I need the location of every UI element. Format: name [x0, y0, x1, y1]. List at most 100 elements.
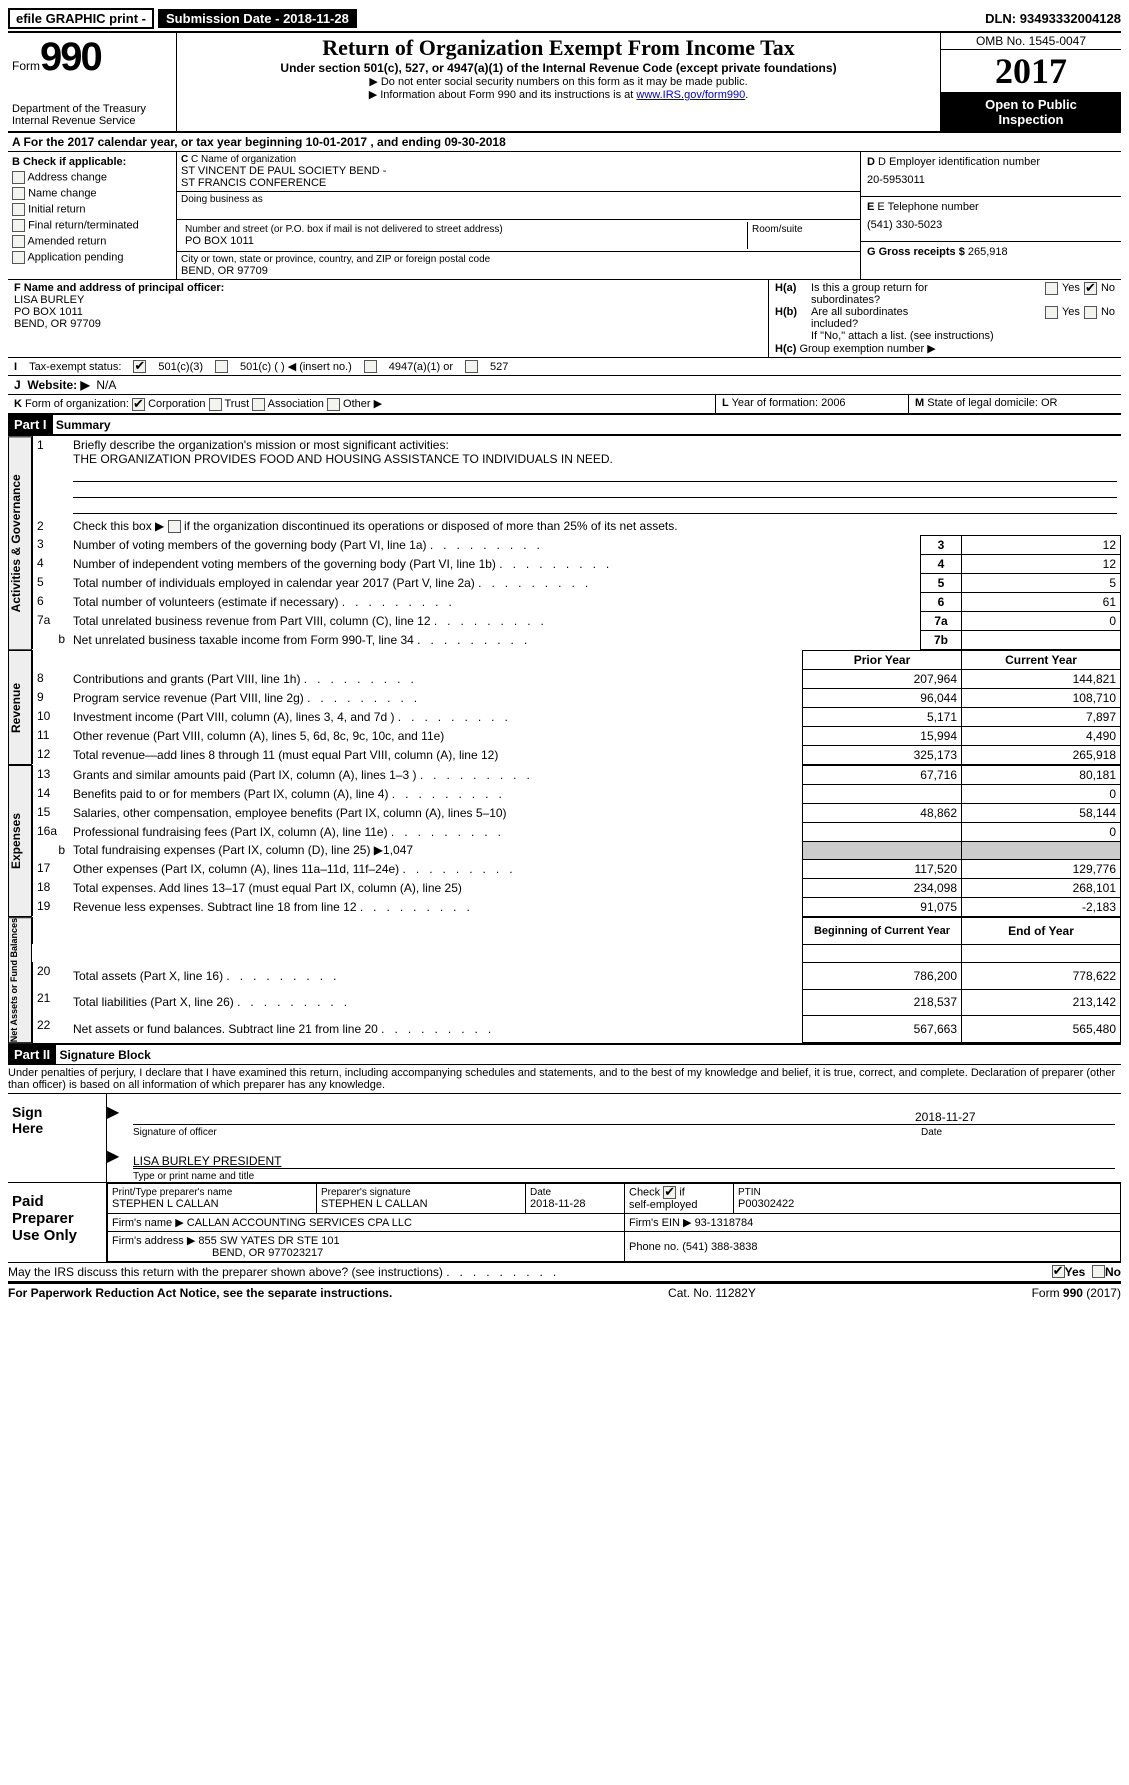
val-9-prior: 96,044 — [803, 688, 962, 707]
cb-ha-no[interactable] — [1084, 282, 1097, 295]
val-14-prior — [803, 784, 962, 803]
cb-ha-yes[interactable] — [1045, 282, 1058, 295]
omb-number: OMB No. 1545-0047 — [941, 33, 1121, 50]
irs-link[interactable]: www.IRS.gov/form990 — [636, 89, 745, 101]
cb-hb-no[interactable] — [1084, 306, 1097, 319]
val-7a: 0 — [962, 611, 1121, 630]
officer-name: LISA BURLEY — [14, 294, 762, 306]
shaded-16b-curr — [962, 841, 1121, 859]
val-15-prior: 48,862 — [803, 803, 962, 822]
header-grid: B Check if applicable: Address change Na… — [8, 152, 1121, 280]
val-16a-curr: 0 — [962, 822, 1121, 841]
ssn-warning: ▶ Do not enter social security numbers o… — [183, 75, 934, 88]
tax-status-row: I Tax-exempt status: 501(c)(3) 501(c) ( … — [8, 358, 1121, 376]
val-11-prior: 15,994 — [803, 726, 962, 745]
val-9-curr: 108,710 — [962, 688, 1121, 707]
discuss-row: May the IRS discuss this return with the… — [8, 1263, 1121, 1283]
cb-discontinued[interactable] — [168, 520, 181, 533]
cb-application-pending[interactable] — [12, 251, 25, 264]
val-17-curr: 129,776 — [962, 859, 1121, 878]
preparer-sig: STEPHEN L CALLAN — [321, 1198, 521, 1210]
preparer-row: Paid Preparer Use Only Print/Type prepar… — [8, 1183, 1121, 1263]
open-to-public: Open to Public Inspection — [941, 93, 1121, 131]
cb-hb-yes[interactable] — [1045, 306, 1058, 319]
val-6: 61 — [962, 592, 1121, 611]
preparer-name: STEPHEN L CALLAN — [112, 1198, 312, 1210]
val-19-curr: -2,183 — [962, 897, 1121, 916]
val-10-curr: 7,897 — [962, 707, 1121, 726]
cb-4947[interactable] — [364, 360, 377, 373]
val-4: 12 — [962, 554, 1121, 573]
val-10-prior: 5,171 — [803, 707, 962, 726]
val-11-curr: 4,490 — [962, 726, 1121, 745]
col-c-org-info: C C Name of organization ST VINCENT DE P… — [177, 152, 861, 279]
form-subtitle: Under section 501(c), 527, or 4947(a)(1)… — [183, 61, 934, 75]
submission-date-button[interactable]: Submission Date - 2018-11-28 — [158, 9, 357, 28]
cb-other[interactable] — [327, 398, 340, 411]
form-number: Form 990 — [12, 35, 172, 80]
val-18-curr: 268,101 — [962, 878, 1121, 897]
side-activities: Activities & Governance — [8, 436, 32, 650]
dln: DLN: 93493332004128 — [985, 11, 1121, 26]
website-value: N/A — [96, 378, 116, 392]
state-domicile: OR — [1041, 397, 1058, 409]
dept-treasury: Department of the Treasury Internal Reve… — [12, 103, 172, 127]
cb-initial-return[interactable] — [12, 203, 25, 216]
shaded-16b-prior — [803, 841, 962, 859]
val-14-curr: 0 — [962, 784, 1121, 803]
val-21-end: 213,142 — [962, 989, 1121, 1016]
sign-here-row: Sign Here ▶ 2018-11-27 Signature of offi… — [8, 1094, 1121, 1183]
cb-amended[interactable] — [12, 235, 25, 248]
side-netassets: Net Assets or Fund Balances — [8, 917, 32, 1043]
revenue-section: Revenue Prior YearCurrent Year 8Contribu… — [8, 650, 1121, 765]
cb-527[interactable] — [465, 360, 478, 373]
val-15-curr: 58,144 — [962, 803, 1121, 822]
side-revenue: Revenue — [8, 650, 32, 765]
form-title: Return of Organization Exempt From Incom… — [183, 35, 934, 61]
val-7b — [962, 630, 1121, 649]
officer-print-name: LISA BURLEY PRESIDENT — [133, 1154, 282, 1168]
efile-button[interactable]: efile GRAPHIC print - — [8, 8, 154, 29]
cb-self-employed[interactable] — [663, 1186, 676, 1199]
top-bar: efile GRAPHIC print - Submission Date - … — [8, 8, 1121, 29]
firm-name: CALLAN ACCOUNTING SERVICES CPA LLC — [187, 1217, 412, 1229]
sign-date: 2018-11-27 — [915, 1110, 1115, 1124]
cb-501c3[interactable] — [133, 360, 146, 373]
cb-name-change[interactable] — [12, 187, 25, 200]
firm-addr1: 855 SW YATES DR STE 101 — [198, 1235, 339, 1247]
ein-value: 20-5953011 — [867, 168, 1115, 192]
col-b-checkboxes: B Check if applicable: Address change Na… — [8, 152, 177, 279]
org-address: PO BOX 1011 — [185, 235, 743, 247]
h-section: H(a) Is this a group return for subordin… — [769, 280, 1121, 357]
val-20-beg: 786,200 — [803, 962, 962, 989]
firm-ein: 93-1318784 — [695, 1217, 754, 1229]
footer: For Paperwork Reduction Act Notice, see … — [8, 1283, 1121, 1300]
val-12-curr: 265,918 — [962, 745, 1121, 764]
ptin: P00302422 — [738, 1198, 1116, 1210]
preparer-date: 2018-11-28 — [530, 1198, 620, 1210]
val-22-end: 565,480 — [962, 1016, 1121, 1043]
val-18-prior: 234,098 — [803, 878, 962, 897]
gross-receipts: 265,918 — [968, 246, 1008, 258]
cb-address-change[interactable] — [12, 171, 25, 184]
cb-discuss-yes[interactable] — [1052, 1265, 1065, 1278]
tax-year: 2017 — [941, 50, 1121, 93]
officer-h-row: F Name and address of principal officer:… — [8, 280, 1121, 358]
cb-corporation[interactable] — [132, 398, 145, 411]
firm-addr2: BEND, OR 977023217 — [112, 1247, 323, 1259]
cb-501c[interactable] — [215, 360, 228, 373]
org-name: ST VINCENT DE PAUL SOCIETY BEND - — [181, 165, 856, 177]
firm-phone: (541) 388-3838 — [682, 1241, 757, 1253]
cb-trust[interactable] — [209, 398, 222, 411]
part2-header: Part II Signature Block — [8, 1045, 1121, 1065]
val-12-prior: 325,173 — [803, 745, 962, 764]
val-22-beg: 567,663 — [803, 1016, 962, 1043]
info-link-line: ▶ Information about Form 990 and its ins… — [183, 88, 934, 101]
cb-association[interactable] — [252, 398, 265, 411]
cb-final-return[interactable] — [12, 219, 25, 232]
val-17-prior: 117,520 — [803, 859, 962, 878]
cb-discuss-no[interactable] — [1092, 1265, 1105, 1278]
form-org-row: K Form of organization: Corporation Trus… — [8, 395, 1121, 415]
phone-value: (541) 330-5023 — [867, 213, 1115, 237]
org-city: BEND, OR 97709 — [181, 265, 856, 277]
